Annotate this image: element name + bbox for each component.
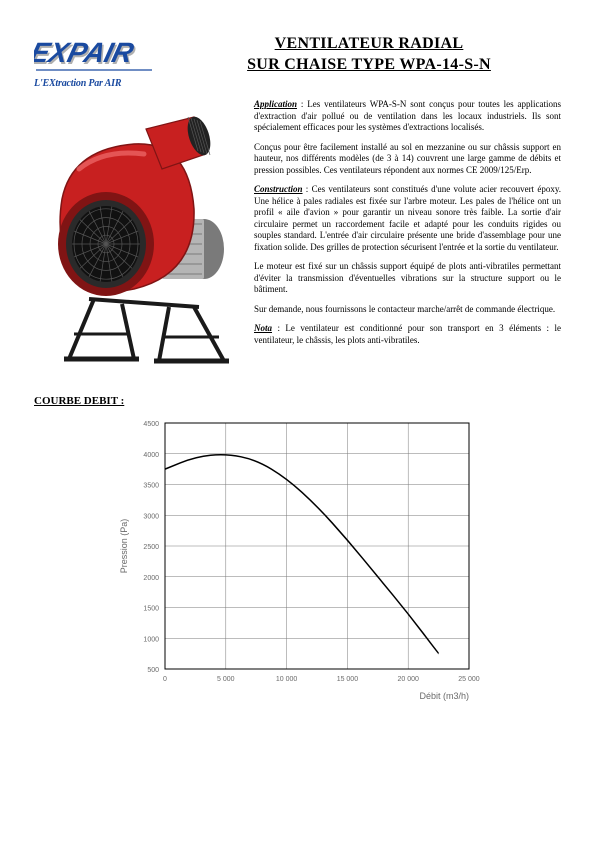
svg-text:4500: 4500 bbox=[143, 421, 159, 428]
page-title-line2: SUR CHAISE TYPE WPA-14-S-N bbox=[247, 56, 491, 73]
svg-text:3500: 3500 bbox=[143, 483, 159, 490]
svg-text:500: 500 bbox=[147, 667, 159, 674]
svg-text:15 000: 15 000 bbox=[336, 676, 358, 683]
application-text: : Les ventilateurs WPA-S-N sont conçus p… bbox=[254, 99, 561, 132]
nota-text: : Le ventilateur est conditionné pour so… bbox=[254, 323, 561, 345]
svg-text:Débit (m3/h): Débit (m3/h) bbox=[419, 691, 469, 701]
construction-label: Construction bbox=[254, 184, 303, 194]
construction-text: : Ces ventilateurs sont constitués d'une… bbox=[254, 184, 561, 252]
svg-text:EXPAIR: EXPAIR bbox=[34, 37, 137, 69]
svg-text:10 000: 10 000 bbox=[275, 676, 297, 683]
svg-text:2500: 2500 bbox=[143, 544, 159, 551]
page-title-block: VENTILATEUR RADIAL SUR CHAISE TYPE WPA-1… bbox=[177, 28, 561, 89]
application-text-2: Conçus pour être facilement installé au … bbox=[254, 142, 561, 177]
svg-text:20 000: 20 000 bbox=[397, 676, 419, 683]
brand-logo: EXPAIR EXPAIR bbox=[34, 28, 154, 74]
page-title-line1: VENTILATEUR RADIAL bbox=[275, 35, 464, 52]
product-image bbox=[34, 99, 242, 381]
svg-text:3000: 3000 bbox=[143, 513, 159, 520]
chart-section-title: COURBE DEBIT : bbox=[34, 395, 561, 407]
construction-text-3: Sur demande, nous fournissons le contact… bbox=[254, 304, 561, 316]
pressure-flow-chart: 0 5 000 10 000 15 000 20 000 25 000 500 1000 150… bbox=[113, 413, 483, 703]
svg-text:2000: 2000 bbox=[143, 575, 159, 582]
svg-text:4000: 4000 bbox=[143, 452, 159, 459]
svg-text:1000: 1000 bbox=[143, 636, 159, 643]
brand-tagline: L'EXtraction Par AIR bbox=[34, 78, 159, 89]
description-text: Application : Les ventilateurs WPA-S-N s… bbox=[254, 99, 561, 381]
construction-text-2: Le moteur est fixé sur un châssis suppor… bbox=[254, 261, 561, 296]
svg-text:5 000: 5 000 bbox=[217, 676, 235, 683]
svg-text:25 000: 25 000 bbox=[458, 676, 480, 683]
application-label: Application bbox=[254, 99, 297, 109]
brand-logo-block: EXPAIR EXPAIR L'EXtraction Par AIR bbox=[34, 28, 159, 89]
svg-text:Pression (Pa): Pression (Pa) bbox=[119, 519, 129, 574]
nota-label: Nota bbox=[254, 323, 272, 333]
svg-text:1500: 1500 bbox=[143, 606, 159, 613]
svg-text:0: 0 bbox=[163, 676, 167, 683]
